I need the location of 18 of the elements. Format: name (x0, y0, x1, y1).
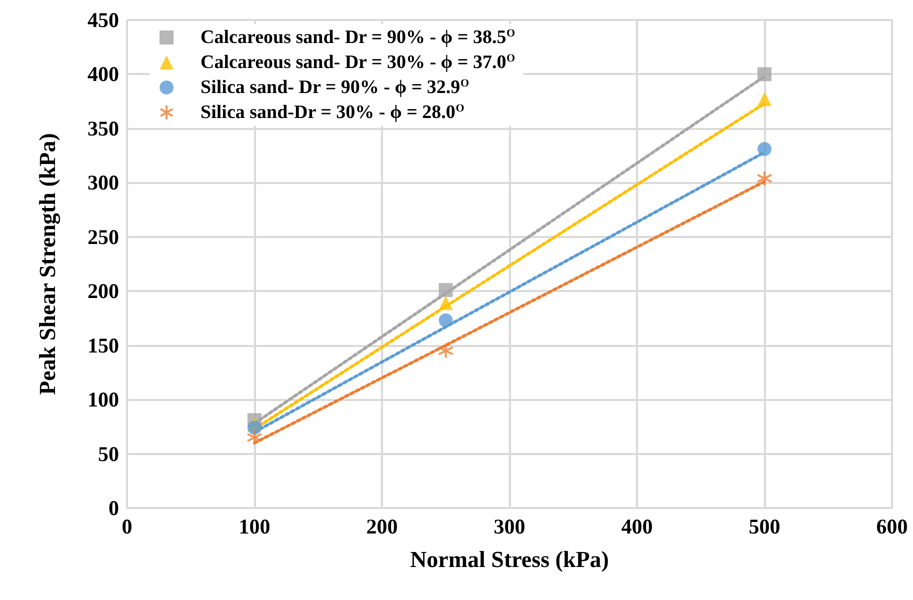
y-tick-label: 0 (108, 496, 119, 520)
y-tick-label: 150 (88, 333, 119, 358)
x-axis-title: Normal Stress (kPa) (410, 547, 609, 572)
y-tick-label: 350 (88, 116, 119, 140)
x-tick-label: 200 (366, 514, 398, 538)
y-tick-label: 400 (88, 62, 119, 86)
y-tick-label: 50 (98, 442, 119, 466)
y-axis-title: Peak Shear Strength (kPa) (35, 133, 61, 395)
x-tick-label: 600 (876, 514, 908, 538)
y-tick-label: 300 (88, 170, 119, 195)
y-tick-label: 100 (88, 388, 119, 412)
y-tick-label: 250 (88, 224, 119, 249)
y-tick-label: 450 (88, 8, 119, 32)
y-tick-label: 200 (88, 279, 119, 304)
x-tick-label: 100 (238, 514, 270, 538)
x-tick-label: 400 (621, 514, 653, 538)
x-tick-label: 500 (748, 514, 780, 538)
x-tick-label: 300 (494, 514, 526, 538)
